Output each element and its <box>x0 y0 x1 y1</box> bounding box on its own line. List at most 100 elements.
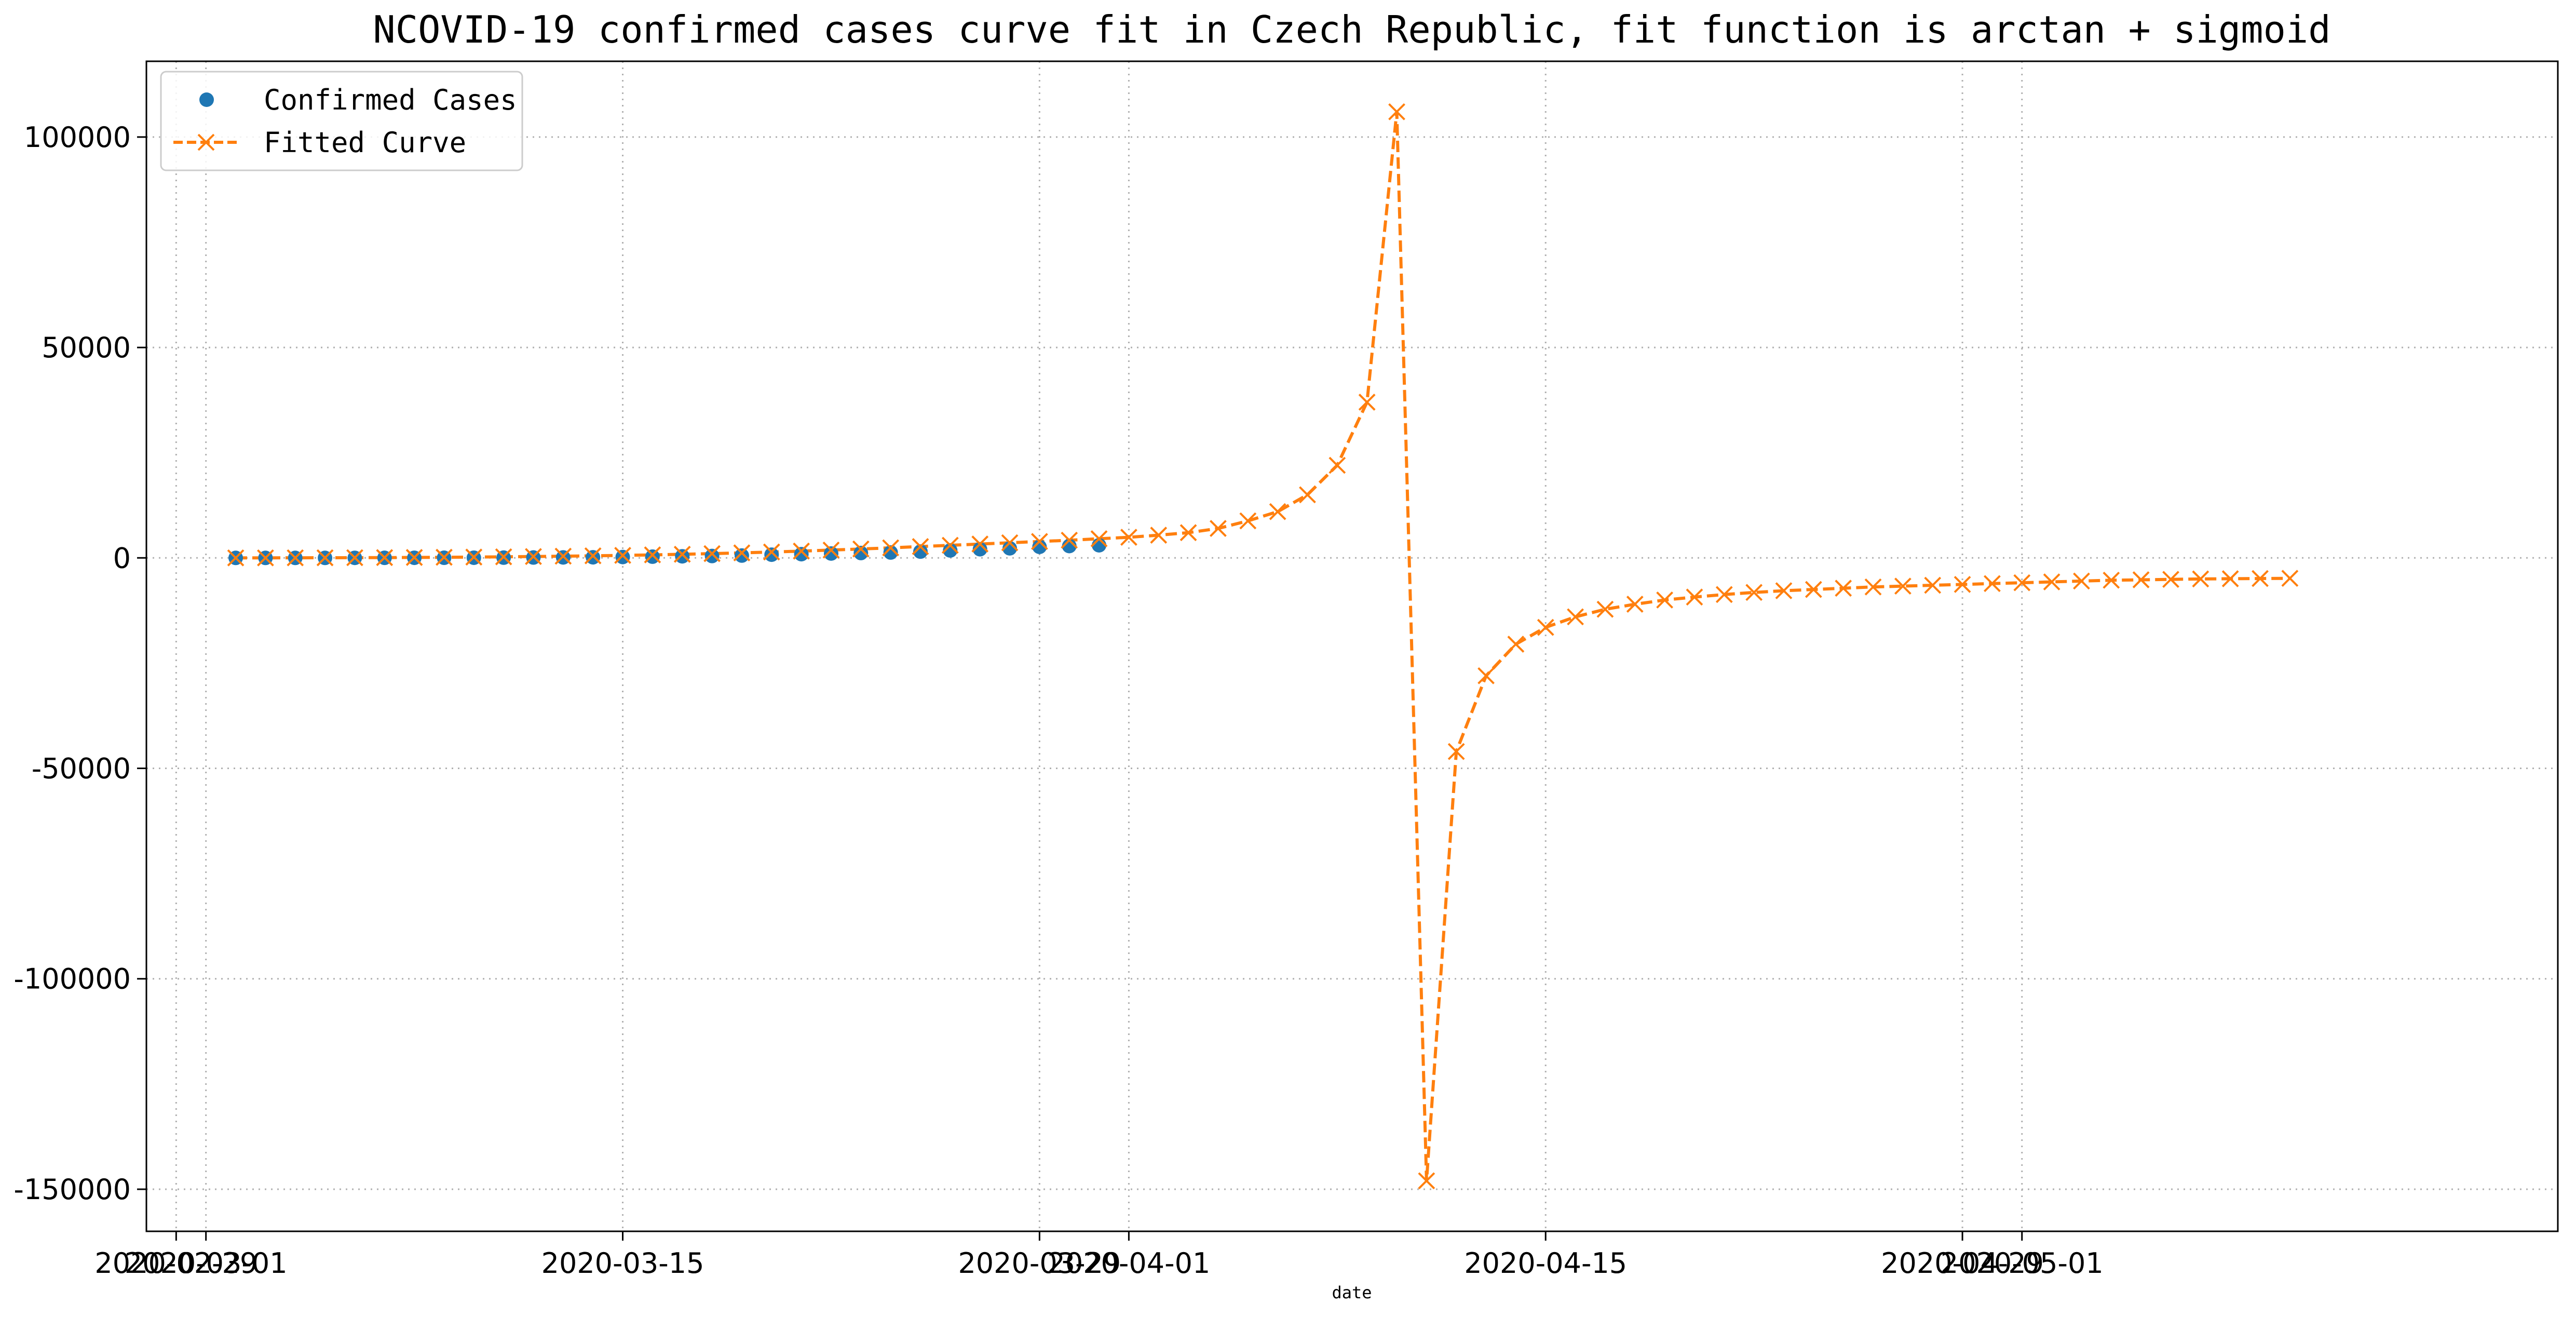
legend-label-confirmed-cases: Confirmed Cases <box>264 84 517 116</box>
fitted-curve-point <box>256 549 274 567</box>
plot-frame <box>145 60 2559 1232</box>
fitted-curve-point <box>2073 572 2090 590</box>
fitted-curve-point <box>733 544 751 561</box>
fitted-curve-point <box>1120 529 1137 546</box>
fitted-curve-point <box>1745 584 1763 601</box>
fitted-curve-point <box>1299 486 1316 504</box>
x-tick-label: 2020-04-29 <box>1881 1247 2044 1280</box>
fitted-curve-point <box>1835 580 1852 597</box>
fitted-curve-point <box>465 548 483 566</box>
fitted-curve-point <box>912 538 929 555</box>
confirmed-cases-point <box>764 547 779 562</box>
fitted-curve-point <box>1358 394 1376 411</box>
fitted-curve-point <box>525 548 542 566</box>
fitted-curve-point <box>1984 575 2001 593</box>
y-tick-label: -50000 <box>32 752 131 785</box>
fitted-curve-point <box>703 545 721 562</box>
fitted-curve-point <box>405 549 423 566</box>
x-tick-label: 2020-02-29 <box>94 1247 257 1280</box>
fitted-curve-point <box>1626 596 1644 613</box>
x-axis-label: date <box>1332 1283 1372 1302</box>
fitted-curve-point <box>1537 619 1554 636</box>
fitted-curve-point <box>1388 103 1405 120</box>
fitted-curve-point <box>1656 591 1674 609</box>
fitted-curve-point <box>822 541 840 559</box>
confirmed-cases-point <box>823 546 838 561</box>
legend: Confirmed Cases Fitted Curve <box>160 71 523 171</box>
grid-layer <box>146 61 2558 1231</box>
fitted-curve-point <box>1328 456 1346 474</box>
confirmed-cases-point <box>943 543 958 558</box>
fitted-curve-point <box>2132 571 2150 588</box>
fitted-curve-point <box>971 535 989 553</box>
x-tick-label: 2020-03-29 <box>958 1247 1121 1280</box>
x-tick-label: 2020-03-15 <box>541 1247 704 1280</box>
confirmed-cases-point <box>704 548 720 563</box>
fitted-curve-point <box>227 549 245 567</box>
fitted-curve-point <box>495 548 512 566</box>
fitted-curve-point <box>2103 571 2120 589</box>
fitted-curve-point <box>1239 512 1257 530</box>
fitted-curve-point <box>2162 571 2179 588</box>
fitted-curve-point <box>1179 524 1197 542</box>
legend-x-glyph <box>197 133 215 151</box>
confirmed-cases-point <box>794 547 809 562</box>
legend-marker-fitted-curve <box>197 133 215 151</box>
fitted-curve-point <box>1210 520 1227 537</box>
confirmed-cases-point <box>734 548 749 563</box>
confirmed-cases-point <box>1002 541 1018 556</box>
confirmed-cases-point <box>586 550 601 565</box>
confirmed-cases-point <box>1032 539 1047 554</box>
fitted-curve-point <box>316 549 334 567</box>
fitted-curve-point <box>1418 1172 1435 1190</box>
x-tick-label: 2020-05-01 <box>1941 1247 2104 1280</box>
fitted-curve-point <box>584 547 602 565</box>
y-tick-label: -150000 <box>13 1173 131 1206</box>
fitted-curve-point <box>2252 570 2269 587</box>
fitted-curve-point <box>2221 570 2239 587</box>
fitted-curve-point <box>1477 667 1495 684</box>
fitted-curve-point <box>2192 570 2209 588</box>
fitted-curve-point <box>1150 527 1168 544</box>
fitted-curve-point <box>1001 534 1019 552</box>
confirmed-cases-point <box>675 549 690 564</box>
fitted-curve-point <box>1686 588 1703 606</box>
confirmed-cases-point <box>645 549 660 564</box>
fitted-curve-point <box>644 546 661 563</box>
fitted-curve-point <box>1269 503 1286 520</box>
confirmed-cases-point <box>883 545 898 560</box>
fitted-curve-point <box>1061 531 1078 549</box>
fitted-curve-point <box>882 539 900 557</box>
fitted-curve-point <box>1805 581 1822 598</box>
fitted-curve-point <box>1715 586 1733 603</box>
fitted-curve-point <box>673 545 691 563</box>
fitted-curve-point <box>2281 570 2299 587</box>
y-tick-label: 0 <box>113 542 131 574</box>
fitted-curve-point <box>436 548 453 566</box>
series-layer <box>227 103 2299 1190</box>
legend-marker-confirmed-cases <box>199 92 214 107</box>
fitted-curve-point <box>346 549 363 567</box>
x-tick-label: 2020-04-01 <box>1047 1247 1210 1280</box>
fitted-curve-point <box>941 536 959 554</box>
fitted-curve-point <box>554 547 572 565</box>
fitted-curve-point <box>763 543 780 561</box>
legend-box <box>160 71 523 171</box>
legend-label-fitted-curve: Fitted Curve <box>264 126 466 159</box>
fitted-curve-point <box>2013 574 2031 592</box>
fitted-curve-point <box>1954 575 1971 593</box>
fitted-curve-point <box>287 549 304 567</box>
y-tick-label: -100000 <box>13 963 131 996</box>
fitted-curve-point <box>614 547 631 564</box>
fitted-curve-point <box>1031 533 1048 550</box>
chart-title: NCOVID-19 confirmed cases curve fit in C… <box>373 8 2330 51</box>
confirmed-cases-point <box>853 545 869 560</box>
x-tick-label: 2020-03-01 <box>125 1247 288 1280</box>
confirmed-cases-point <box>913 544 928 559</box>
fitted-curve-point <box>1596 600 1614 618</box>
confirmed-cases-point <box>615 549 630 565</box>
fitted-curve-point <box>852 540 870 558</box>
fitted-curve-point <box>1567 608 1584 626</box>
fitted-curve-point <box>793 542 810 560</box>
